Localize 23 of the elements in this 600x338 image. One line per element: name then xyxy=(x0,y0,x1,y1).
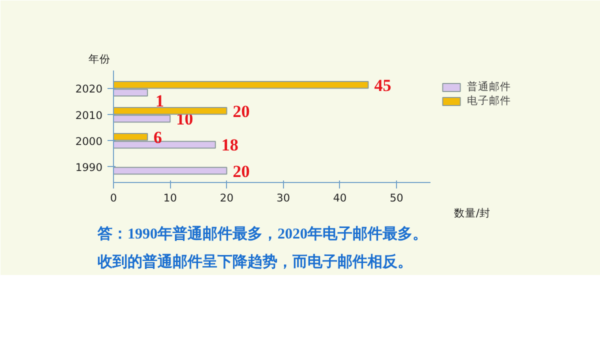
x-tick-label: 40 xyxy=(333,192,347,204)
y-tick-label: 1990 xyxy=(75,160,103,174)
data-label: 18 xyxy=(221,136,238,155)
x-tick-label: 30 xyxy=(276,192,290,204)
data-label: 20 xyxy=(232,102,250,121)
data-label: 6 xyxy=(153,128,162,147)
x-axis-title: 数量/封 xyxy=(454,206,491,220)
legend-label: 电子邮件 xyxy=(467,94,511,108)
y-tick-label: 2020 xyxy=(75,82,103,96)
text: 收到的普通邮件呈下降趋势，而电子邮件相反。 xyxy=(98,252,412,270)
y-axis-title: 年份 xyxy=(88,52,110,66)
bar xyxy=(114,166,228,175)
x-tick-label: 10 xyxy=(163,192,178,204)
annotation: 1 xyxy=(155,92,164,111)
text: 答：1990年普通邮件最多，2020年电子邮件最多。 xyxy=(96,224,428,242)
x-tick-label: 50 xyxy=(390,192,404,204)
data-label: 20 xyxy=(232,162,250,181)
x-tick-label: 0 xyxy=(110,192,118,204)
legend-label: 普通邮件 xyxy=(467,80,511,94)
x-tick-label: 20 xyxy=(220,192,234,204)
data-label: 45 xyxy=(374,76,392,95)
y-tick-label: 2000 xyxy=(75,134,103,148)
y-tick-label: 2010 xyxy=(75,108,103,122)
